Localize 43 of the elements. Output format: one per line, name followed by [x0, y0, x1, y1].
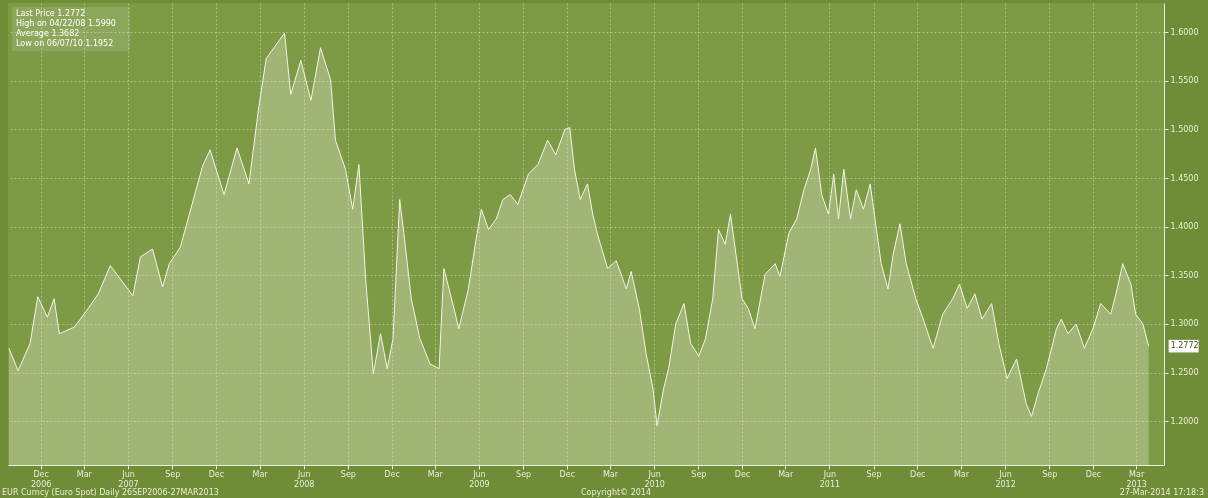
x-tick-label: Sep [866, 469, 882, 479]
x-tick-label: Sep [340, 469, 356, 479]
y-tick-label: 1.3000 [1170, 319, 1199, 329]
x-tick-label: Dec [208, 469, 225, 479]
y-tick-label: 1.2500 [1170, 368, 1199, 378]
x-tick-label: Sep [165, 469, 181, 479]
y-tick-label: 1.4500 [1170, 173, 1199, 183]
x-tick-label: Dec 2006 [30, 469, 52, 489]
x-tick-label: Mar [778, 469, 794, 479]
annotation: 1.2772 [1170, 341, 1199, 351]
y-tick-label: 1.2000 [1170, 416, 1199, 426]
x-tick-label: Jun 2009 [469, 469, 490, 489]
annotation: Last Price 1.2772 [16, 9, 86, 18]
x-tick-label: Jun 2007 [118, 469, 139, 489]
x-tick-label: Dec [559, 469, 576, 479]
x-tick-label: Dec [1085, 469, 1102, 479]
x-tick-label: Mar [252, 469, 269, 479]
x-tick-label: Jun 2012 [995, 469, 1016, 489]
y-tick-label: 1.6000 [1170, 27, 1199, 37]
x-tick-label: Mar [76, 469, 93, 479]
x-tick-label: Dec [910, 469, 926, 479]
y-tick-label: 1.4000 [1170, 222, 1199, 232]
x-tick-label: Sep [1042, 469, 1058, 479]
text: Copyright© 2014 [581, 488, 651, 497]
x-tick-label: Jun 2010 [644, 469, 665, 489]
x-tick-label: Jun 2008 [294, 469, 315, 489]
x-tick-label: Mar [953, 469, 970, 479]
text: 27-Mar-2014 17:18:3 [1119, 488, 1204, 497]
x-tick-label: Dec [734, 469, 751, 479]
x-tick-label: Mar [427, 469, 444, 479]
annotation: Average 1.3682 [16, 29, 80, 38]
x-tick-label: Sep [516, 469, 532, 479]
x-tick-label: Mar 2013 [1126, 469, 1147, 489]
y-tick-label: 1.5000 [1170, 124, 1199, 134]
x-tick-label: Dec [384, 469, 400, 479]
y-tick-label: 1.3500 [1170, 270, 1199, 280]
annotation: Low on 06/07/10 1.1952 [16, 39, 114, 48]
annotation: High on 04/22/08 1.5990 [16, 19, 116, 28]
x-tick-label: Sep [691, 469, 707, 479]
x-tick-label: Jun 2011 [819, 469, 841, 489]
x-tick-label: Mar [602, 469, 619, 479]
y-tick-label: 1.5500 [1170, 76, 1199, 86]
text: EUR Curncy (Euro Spot) Daily 26SEP2006-27MAR2013 [2, 488, 219, 497]
